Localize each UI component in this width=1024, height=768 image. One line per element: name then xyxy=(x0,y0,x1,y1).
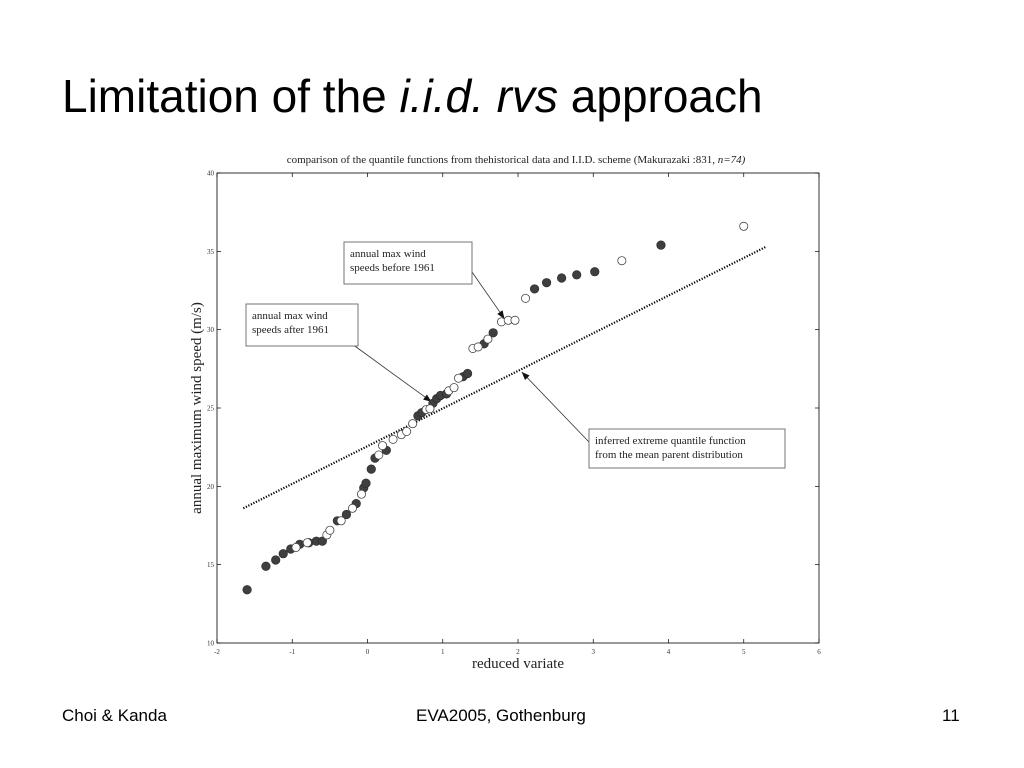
point-before-1961 xyxy=(510,315,520,325)
point-after-1961 xyxy=(462,368,473,379)
chart-title-italic: n=74) xyxy=(718,154,746,166)
y-tick-label: 15 xyxy=(207,561,215,569)
callout-before: annual max wind speeds before 1961 xyxy=(343,241,505,319)
point-after-1961 xyxy=(341,509,352,520)
callout-arrow-line xyxy=(521,371,590,443)
point-after-1961 xyxy=(271,555,281,565)
point-after-1961 xyxy=(261,561,271,571)
callout-text: speeds after 1961 xyxy=(252,324,329,336)
x-tick-label: 4 xyxy=(667,648,671,656)
chart-title-main: comparison of the quantile functions fro… xyxy=(287,154,718,166)
point-before-1961 xyxy=(449,383,459,393)
callout-box xyxy=(588,428,786,469)
point-before-1961 xyxy=(739,221,749,231)
point-before-1961 xyxy=(378,441,388,451)
point-before-1961 xyxy=(483,334,493,344)
point-after-1961 xyxy=(572,270,582,280)
point-before-1961 xyxy=(408,419,418,429)
callout-box xyxy=(245,303,359,347)
point-after-1961 xyxy=(361,478,371,488)
point-after-1961 xyxy=(656,240,666,250)
slide-title-italic: i.i.d. rvs xyxy=(399,70,558,122)
x-tick-label: -1 xyxy=(289,648,295,656)
x-tick-label: 3 xyxy=(592,648,596,656)
callout-arrow-head xyxy=(521,371,530,380)
callout-after: annual max wind speeds after 1961 xyxy=(245,303,432,403)
callout-arrow-line xyxy=(471,271,505,319)
x-tick-label: 1 xyxy=(441,648,445,656)
footer-conference: EVA2005, Gothenburg xyxy=(416,706,586,725)
point-before-1961 xyxy=(336,516,346,526)
axis-ticks: -2 -1 0 1 2 3 4 5 6 10 15 20 25 30 35 40 xyxy=(207,170,821,657)
point-before-1961 xyxy=(325,525,335,535)
x-axis-label: reduced variate xyxy=(472,656,564,672)
x-tick-label: 0 xyxy=(366,648,370,656)
inferred-quantile-line-path xyxy=(242,245,767,510)
y-tick-label: 35 xyxy=(207,248,215,256)
chart-title: comparison of the quantile functions fro… xyxy=(287,154,746,166)
point-after-1961 xyxy=(366,464,376,474)
point-before-1961 xyxy=(356,489,366,499)
x-tick-label: 6 xyxy=(817,648,821,656)
point-after-1961 xyxy=(317,536,327,546)
y-tick-label: 10 xyxy=(207,640,215,648)
point-after-1961 xyxy=(278,549,288,559)
y-axis-label: annual maximum wind speed (m/s) xyxy=(189,302,205,514)
point-before-1961 xyxy=(425,404,435,414)
point-before-1961 xyxy=(617,256,627,266)
point-after-1961 xyxy=(529,284,540,294)
point-before-1961 xyxy=(473,342,483,352)
callout-text: speeds before 1961 xyxy=(350,262,435,274)
callout-arrow-head xyxy=(497,310,505,319)
footer-authors: Choi & Kanda xyxy=(62,706,167,725)
callout-arrow-head xyxy=(423,394,432,402)
data-points xyxy=(242,221,749,595)
x-tick-label: -2 xyxy=(214,648,220,656)
point-before-1961 xyxy=(291,542,301,552)
slide-title-part2: approach xyxy=(558,70,763,122)
y-tick-label: 30 xyxy=(207,326,215,334)
y-tick-label: 25 xyxy=(207,405,215,413)
point-after-1961 xyxy=(590,267,600,277)
slide-title: Limitation of the i.i.d. rvs approach xyxy=(62,66,763,126)
callout-inferred: inferred extreme quantile function from t… xyxy=(521,371,786,469)
callout-box xyxy=(343,241,473,285)
callout-text: from the mean parent distribution xyxy=(595,449,743,461)
y-tick-label: 40 xyxy=(207,170,215,178)
point-after-1961 xyxy=(242,585,252,595)
point-after-1961 xyxy=(488,328,498,338)
x-tick-label: 2 xyxy=(516,648,520,656)
footer-page-number: 11 xyxy=(942,706,960,725)
callout-arrow-line xyxy=(351,343,432,403)
point-before-1961 xyxy=(374,450,384,460)
point-before-1961 xyxy=(302,538,312,548)
point-after-1961 xyxy=(557,273,567,283)
y-tick-label: 20 xyxy=(207,483,215,491)
point-before-1961 xyxy=(454,373,464,383)
point-before-1961 xyxy=(402,426,412,436)
x-tick-label: 5 xyxy=(742,648,746,656)
inferred-quantile-line xyxy=(242,245,767,510)
point-after-1961 xyxy=(541,278,552,288)
point-before-1961 xyxy=(521,293,531,303)
point-before-1961 xyxy=(388,434,398,444)
point-before-1961 xyxy=(347,503,357,513)
callout-text: inferred extreme quantile function xyxy=(595,435,746,447)
plot-frame xyxy=(216,172,820,644)
callout-text: annual max wind xyxy=(252,310,328,322)
callout-text: annual max wind xyxy=(350,248,426,260)
slide-title-part1: Limitation of the xyxy=(62,70,400,122)
